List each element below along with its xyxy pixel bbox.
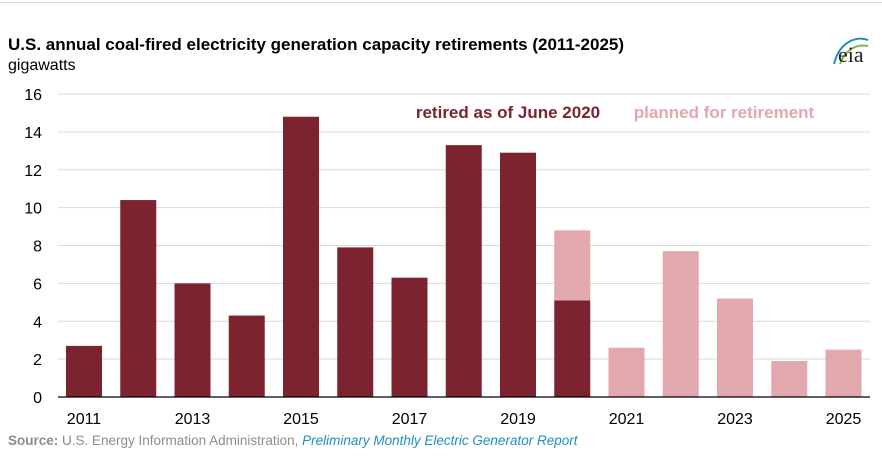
bar-2021 — [608, 347, 645, 397]
y-tick-label: 12 — [24, 163, 42, 180]
x-tick-label: 2021 — [609, 411, 645, 428]
x-tick-label: 2017 — [392, 411, 428, 428]
x-tick-label: 2015 — [283, 411, 319, 428]
y-tick-label: 14 — [24, 125, 42, 142]
source-report-link[interactable]: Preliminary Monthly Electric Generator R… — [302, 433, 578, 448]
chart-title: U.S. annual coal-fired electricity gener… — [8, 35, 625, 54]
bar-2020 — [554, 300, 591, 397]
source-label: Source: — [8, 433, 59, 448]
y-tick-label: 6 — [33, 276, 42, 293]
y-tick-label: 0 — [33, 390, 42, 407]
y-tick-label: 16 — [24, 87, 42, 104]
bar-2018 — [445, 145, 482, 397]
bar-2019 — [500, 152, 536, 397]
y-tick-label: 4 — [33, 314, 42, 331]
x-tick-label: 2023 — [717, 411, 753, 428]
y-tick-label: 2 — [33, 352, 42, 369]
unit-label: gigawatts — [8, 57, 76, 74]
eia-logo-arcs-icon — [833, 37, 869, 65]
x-tick-label: 2013 — [175, 411, 211, 428]
top-divider — [0, 2, 882, 3]
bar-2011 — [66, 345, 102, 397]
source-org: U.S. Energy Information Administration, — [58, 433, 303, 448]
bar-2023 — [717, 298, 753, 397]
bar-2022 — [662, 251, 699, 397]
legend-entry-retired: retired as of June 2020 — [416, 103, 600, 122]
bar-2014 — [228, 315, 265, 397]
eia-logo-text: eia — [838, 42, 864, 67]
legend-entry-planned: planned for retirement — [634, 103, 815, 122]
bar-2012 — [120, 200, 157, 397]
source-note: Source: U.S. Energy Information Administ… — [8, 433, 577, 448]
bar-2013 — [174, 283, 211, 397]
x-tick-label: 2011 — [67, 411, 102, 428]
bar-2017 — [391, 277, 428, 397]
bar-2024 — [771, 361, 808, 397]
x-tick-label: 2019 — [500, 411, 536, 428]
x-tick-label: 2025 — [826, 411, 862, 428]
bar-2025 — [825, 349, 862, 397]
y-tick-label: 10 — [24, 201, 42, 218]
bar-2020 — [554, 230, 591, 301]
bar-2016 — [337, 247, 374, 397]
y-tick-label: 8 — [33, 239, 42, 256]
bar-2015 — [283, 116, 319, 397]
